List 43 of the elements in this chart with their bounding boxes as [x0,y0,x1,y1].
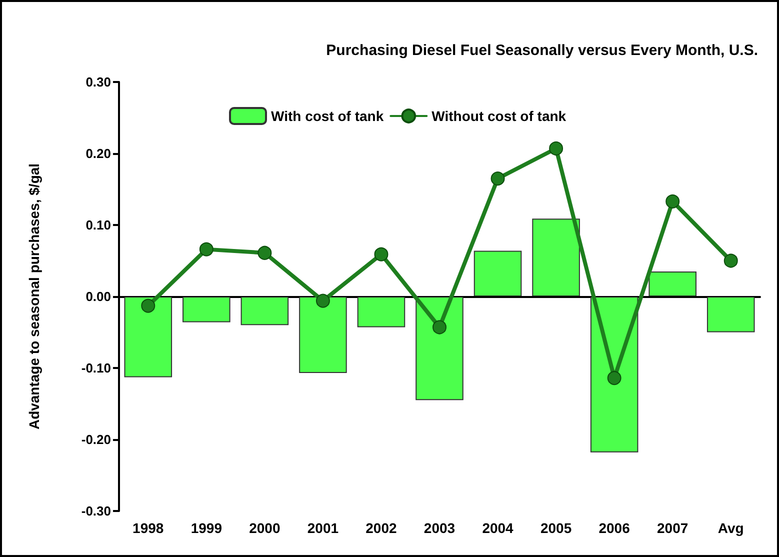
x-tick-label: 1998 [132,520,164,536]
point [607,371,622,386]
bar [182,296,230,322]
point [199,242,214,256]
point [666,194,680,208]
bar [416,296,464,400]
y-axis-title: Advantage to seasonal purchases, $/gal [26,163,42,430]
y-tick-label: 0.30 [86,74,111,90]
bar [124,296,172,378]
x-tick-label: 2003 [424,520,456,536]
bar [706,296,755,332]
x-tick-label: 2004 [482,520,514,536]
bar [299,296,347,374]
point [374,247,388,262]
bar [474,250,522,296]
x-tick-label: Avg [718,520,744,536]
x-tick-label: 2006 [598,520,630,536]
point [490,172,505,186]
y-tick-label: -0.10 [81,360,111,376]
point [724,254,738,268]
y-tick-label: 0.10 [86,218,111,232]
x-tick-label: 2002 [366,520,398,536]
point [316,294,330,308]
y-tick-label: -0.30 [81,504,111,518]
point [141,298,156,313]
legend-label: Without cost of tank [432,108,566,124]
x-tick-label: 2001 [307,520,339,536]
bar [357,296,406,328]
x-tick-label: 2007 [657,520,688,536]
chart-title: Purchasing Diesel Fuel Seasonally versus Every Month, U.S. [326,42,758,59]
point [432,320,446,334]
bar [240,296,289,326]
bar [648,271,696,296]
x-tick-label: 1999 [190,520,222,536]
x-tick-label: 2005 [540,520,572,536]
x-tick-label: 2000 [249,520,280,536]
point [258,246,272,260]
legend-label: With cost of tank [271,108,384,124]
point [549,142,564,156]
bar [532,218,580,296]
y-tick-label: 0.00 [86,289,111,304]
y-tick-label: -0.20 [81,432,111,447]
y-tick-label: 0.20 [86,146,111,161]
